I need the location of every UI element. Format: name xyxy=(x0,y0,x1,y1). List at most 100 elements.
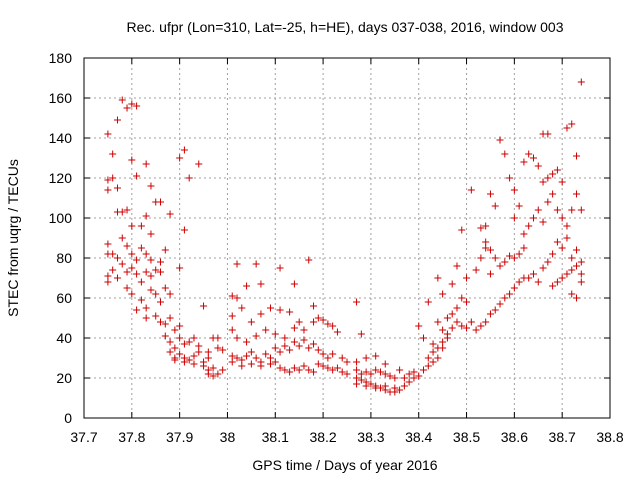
data-point xyxy=(496,262,504,270)
data-point xyxy=(319,316,327,324)
data-point xyxy=(137,244,145,252)
data-point xyxy=(204,348,212,356)
data-point xyxy=(491,202,499,210)
data-point xyxy=(510,214,518,222)
x-tick-label: 37.9 xyxy=(166,429,193,445)
data-point xyxy=(520,230,528,238)
y-tick-label: 80 xyxy=(56,250,72,266)
y-tick-label: 60 xyxy=(56,290,72,306)
data-point xyxy=(539,264,547,272)
x-tick-label: 37.7 xyxy=(70,429,97,445)
y-tick-label: 180 xyxy=(49,50,73,66)
data-point xyxy=(209,334,217,342)
data-point xyxy=(362,354,370,362)
data-point xyxy=(262,350,270,358)
y-axis-label: STEC from uqrg / TECUs xyxy=(5,159,21,317)
data-point xyxy=(113,274,121,282)
data-point xyxy=(434,318,442,326)
data-point xyxy=(314,360,322,368)
data-point xyxy=(118,208,126,216)
data-points xyxy=(104,78,585,396)
data-point xyxy=(152,312,160,320)
data-point xyxy=(286,368,294,376)
data-point xyxy=(482,318,490,326)
data-point xyxy=(142,212,150,220)
data-point xyxy=(161,332,169,340)
data-point xyxy=(549,190,557,198)
data-point xyxy=(195,342,203,350)
data-point xyxy=(415,322,423,330)
data-point xyxy=(228,352,236,360)
data-point xyxy=(472,326,480,334)
data-point xyxy=(544,174,552,182)
data-point xyxy=(252,260,260,268)
data-point xyxy=(176,334,184,342)
data-point xyxy=(180,358,188,366)
x-tick-label: 38.8 xyxy=(596,429,623,445)
data-point xyxy=(324,364,332,372)
data-point xyxy=(104,278,112,286)
y-tick-label: 140 xyxy=(49,130,73,146)
data-point xyxy=(329,350,337,358)
data-point xyxy=(496,300,504,308)
data-point xyxy=(443,334,451,342)
data-point xyxy=(396,386,404,394)
data-point xyxy=(415,372,423,380)
data-point xyxy=(353,374,361,382)
data-point xyxy=(405,378,413,386)
data-point xyxy=(544,198,552,206)
data-point xyxy=(372,384,380,392)
data-point xyxy=(305,366,313,374)
data-point xyxy=(142,304,150,312)
data-point xyxy=(305,344,313,352)
data-point xyxy=(243,282,251,290)
data-point xyxy=(266,354,274,362)
data-point xyxy=(357,370,365,378)
data-point xyxy=(434,354,442,362)
data-point xyxy=(300,326,308,334)
data-point xyxy=(171,326,179,334)
data-point xyxy=(410,374,418,382)
chart-title: Rec. ufpr (Lon=310, Lat=-25, h=HE), days… xyxy=(126,19,563,35)
data-point xyxy=(252,354,260,362)
data-point xyxy=(190,334,198,342)
data-point xyxy=(157,268,165,276)
data-point xyxy=(180,146,188,154)
data-point xyxy=(104,176,112,184)
data-point xyxy=(290,324,298,332)
data-point xyxy=(271,344,279,352)
data-point xyxy=(362,382,370,390)
data-point xyxy=(424,298,432,306)
data-point xyxy=(506,290,514,298)
data-point xyxy=(429,340,437,348)
data-point xyxy=(133,102,141,110)
data-point xyxy=(434,274,442,282)
data-point xyxy=(324,354,332,362)
data-point xyxy=(539,218,547,226)
data-point xyxy=(573,190,581,198)
data-point xyxy=(209,364,217,372)
data-point xyxy=(424,354,432,362)
data-point xyxy=(266,360,274,368)
y-tick-label: 40 xyxy=(56,330,72,346)
data-point xyxy=(458,322,466,330)
y-tick-label: 120 xyxy=(49,170,73,186)
data-point xyxy=(200,302,208,310)
data-point xyxy=(573,262,581,270)
data-point xyxy=(544,258,552,266)
data-point xyxy=(329,366,337,374)
y-tick-label: 20 xyxy=(56,370,72,386)
data-point xyxy=(137,296,145,304)
data-point xyxy=(300,336,308,344)
data-point xyxy=(372,366,380,374)
data-point xyxy=(338,368,346,376)
x-tick-label: 37.8 xyxy=(118,429,145,445)
data-point xyxy=(243,352,251,360)
data-point xyxy=(439,290,447,298)
data-point xyxy=(142,160,150,168)
plot-frame xyxy=(83,57,611,419)
data-point xyxy=(515,278,523,286)
data-point xyxy=(128,156,136,164)
data-point xyxy=(123,104,131,112)
data-point xyxy=(539,178,547,186)
